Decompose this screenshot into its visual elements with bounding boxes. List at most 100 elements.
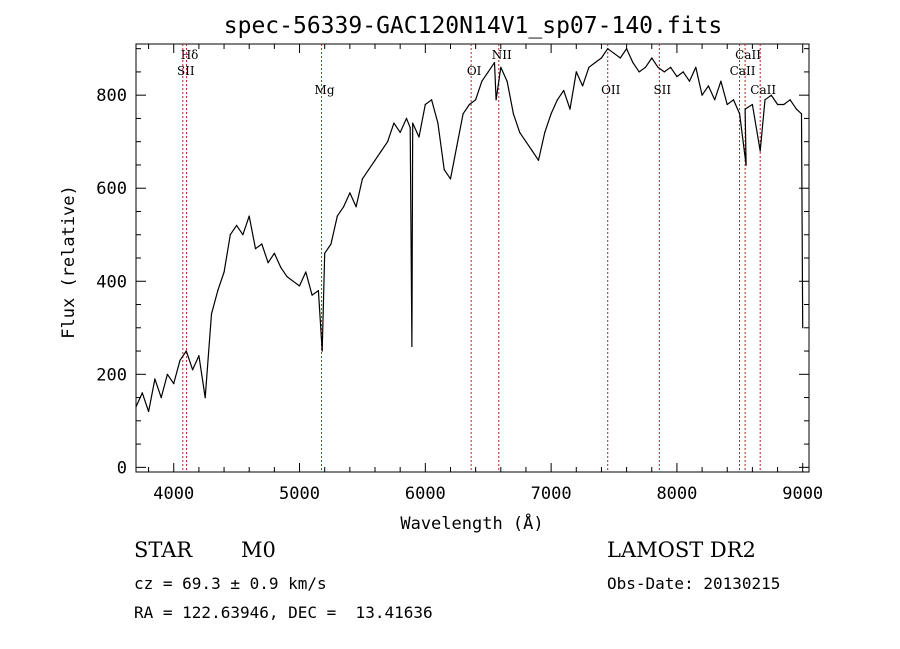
- plot-frame: [135, 43, 810, 473]
- spectrum-point-56: [468, 103, 470, 106]
- spectrum-point-0: [135, 406, 137, 408]
- chart-title: spec-56339-GAC120N14V1_sp07-140.fits: [224, 13, 723, 39]
- spectrum-point-32: [330, 243, 332, 245]
- spectrum-point-27: [305, 271, 307, 273]
- spectrum-point-49: [424, 103, 426, 106]
- spectrum-point-42: [393, 122, 395, 124]
- spectrum-point-47: [412, 122, 414, 124]
- spectrum-point-62: [500, 66, 502, 68]
- spectrum-point-10: [198, 355, 200, 357]
- spectrum-point-25: [292, 280, 294, 282]
- spectrum-point-54: [456, 145, 458, 147]
- spectrum-point-39: [374, 159, 376, 161]
- spectrum-point-22: [273, 252, 275, 254]
- line-marker-label-5: OII: [601, 83, 621, 97]
- spectrum-point-19: [254, 248, 257, 250]
- spectrum-point-35: [349, 192, 351, 194]
- line-marker-label-2: Mg: [315, 83, 335, 97]
- spectrum-point-106: [770, 94, 772, 96]
- spectrum-point-72: [563, 89, 565, 92]
- spectrum-point-9: [192, 369, 194, 371]
- spectrum-point-82: [626, 48, 628, 50]
- spectrum-point-79: [607, 48, 609, 50]
- x-tick-label-2: 6000: [405, 484, 446, 504]
- spectrum-point-43: [399, 131, 401, 133]
- x-tick-label-5: 9000: [782, 484, 823, 504]
- spectrum-point-109: [789, 99, 791, 101]
- spectrum-point-44: [405, 117, 408, 119]
- spectrum-point-3: [154, 378, 156, 380]
- spectrum-point-61: [495, 99, 497, 101]
- spectrum-point-83: [632, 62, 634, 64]
- line-marker-label-3: OI: [467, 64, 482, 78]
- spectrum-point-14: [223, 271, 225, 273]
- spectrum-point-80: [613, 52, 615, 54]
- spectrum-point-59: [487, 71, 489, 73]
- subclass-label: M0: [241, 538, 276, 562]
- spectrum-point-64: [512, 113, 515, 115]
- y-tick-label-0: 0: [117, 458, 127, 478]
- spectrum-point-45: [409, 127, 411, 129]
- obs-date-label: Obs-Date: 20130215: [607, 574, 781, 593]
- spectrum-point-77: [594, 62, 596, 64]
- spectrum-point-102: [744, 108, 746, 110]
- x-tick-label-3: 7000: [531, 484, 572, 504]
- plot-area: 4000 5000 6000 7000 8000 9000 0 200 400 600 800 Hδ S…: [96, 43, 823, 504]
- y-tick-label-4: 800: [96, 86, 127, 106]
- spectrum-point-53: [449, 178, 452, 180]
- spectrum-point-97: [720, 80, 722, 82]
- spectrum-point-107: [777, 103, 779, 106]
- spectrum-point-55: [462, 113, 464, 115]
- spectrum-point-112: [802, 327, 804, 329]
- spectrum-point-57: [475, 99, 477, 101]
- spectrum-point-65: [519, 131, 521, 133]
- spectrum-point-84: [638, 71, 640, 73]
- spectrum-point-100: [739, 113, 741, 115]
- spectrum-point-89: [670, 66, 672, 68]
- y-axis-label: Flux (relative): [59, 185, 79, 339]
- line-marker-label-6: SII: [653, 83, 671, 97]
- spectrum-point-46: [411, 345, 413, 347]
- spectrum-point-5: [166, 373, 168, 375]
- spectrum-point-34: [343, 206, 345, 208]
- spectrum-point-18: [248, 215, 250, 217]
- spectrum-point-60: [493, 62, 496, 64]
- spectrum-point-1: [141, 392, 143, 394]
- spectrum-point-21: [267, 262, 269, 264]
- spectrum-point-52: [443, 169, 445, 171]
- spectrum-point-95: [707, 85, 710, 87]
- spectrum-point-20: [261, 243, 263, 245]
- x-tick-label-4: 8000: [656, 484, 697, 504]
- spectrum-point-12: [210, 313, 213, 315]
- redshift-label: cz = 69.3 ± 0.9 km/s: [134, 574, 327, 593]
- spectrum-point-66: [525, 141, 527, 143]
- spectrum-point-90: [676, 76, 678, 78]
- spectrum-point-16: [236, 224, 238, 226]
- spectrum-point-88: [663, 71, 665, 73]
- spectrum-point-68: [537, 159, 540, 161]
- line-marker-label-9: CaII: [750, 83, 776, 97]
- spectrum-point-87: [657, 66, 659, 68]
- spectrum-point-41: [387, 141, 389, 143]
- spectrum-point-81: [619, 57, 621, 59]
- spectrum-point-6: [173, 383, 175, 385]
- spectrum-point-50: [431, 99, 433, 101]
- line-marker-label-1: SII: [177, 64, 195, 78]
- spectrum-point-23: [280, 266, 282, 268]
- spectrum-point-24: [286, 276, 288, 278]
- spectrum-point-28: [311, 294, 313, 296]
- spectrum-point-93: [695, 66, 697, 68]
- spectrum-point-58: [481, 80, 483, 82]
- spectrum-point-94: [701, 94, 703, 96]
- spectrum-point-4: [160, 397, 162, 399]
- line-marker-label-0: Hδ: [181, 48, 199, 62]
- spectrum-point-74: [575, 71, 577, 73]
- spectrum-point-78: [600, 57, 603, 59]
- spectrum-point-103: [751, 103, 754, 106]
- x-tick-label-1: 5000: [279, 484, 320, 504]
- spectrum-point-111: [800, 113, 803, 115]
- spectrum-point-67: [531, 150, 533, 152]
- spectrum-point-11: [204, 397, 206, 399]
- y-tick-label-3: 600: [96, 179, 127, 199]
